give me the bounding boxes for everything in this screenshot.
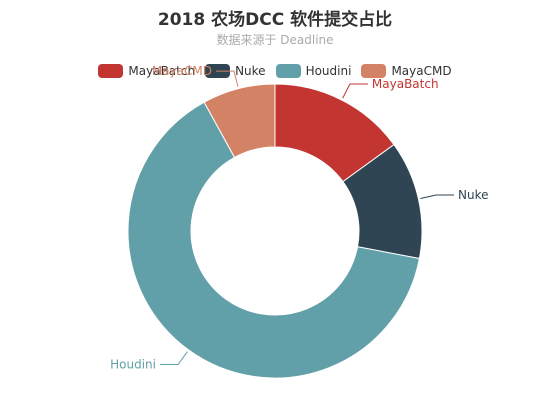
leader-line-houdini — [160, 351, 188, 365]
legend-item-houdini[interactable]: Houdini — [275, 64, 352, 78]
legend-label: Houdini — [305, 64, 352, 78]
chart-subtitle: 数据来源于 Deadline — [216, 33, 334, 47]
slice-label-houdini: Houdini — [110, 357, 156, 371]
slice-houdini[interactable] — [127, 101, 420, 379]
slice-label-mayacmd: MayaCMD — [152, 64, 212, 78]
legend-item-mayacmd[interactable]: MayaCMD — [361, 64, 452, 78]
legend-label: Nuke — [235, 64, 266, 78]
chart-title: 2018 农场DCC 软件提交占比 — [157, 10, 393, 30]
legend-label: MayaBatch — [128, 64, 196, 78]
legend-swatch — [275, 64, 301, 78]
slice-label-mayabatch: MayaBatch — [372, 77, 439, 91]
leader-line-mayabatch — [342, 83, 368, 99]
leader-line-nuke — [420, 194, 455, 199]
legend-swatch — [98, 64, 124, 78]
slice-label-nuke: Nuke — [458, 188, 489, 202]
slice-mayacmd[interactable] — [203, 83, 276, 159]
leader-line-mayacmd — [215, 70, 239, 87]
legend-label: MayaCMD — [391, 64, 452, 78]
legend-swatch — [361, 64, 387, 78]
legend: MayaBatch Nuke Houdini MayaCMD — [0, 64, 550, 78]
legend-item-mayabatch[interactable]: MayaBatch — [98, 64, 195, 78]
